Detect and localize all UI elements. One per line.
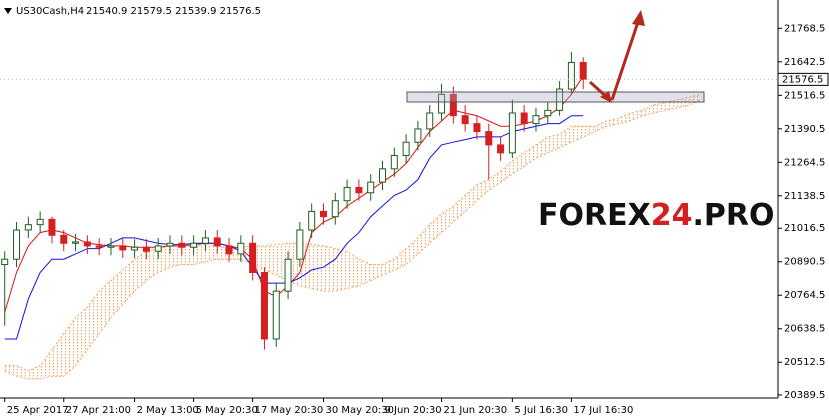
watermark: FOREX24.PRO — [538, 198, 774, 233]
ohlc-value: 21539.9 — [175, 6, 216, 17]
indicator-line — [4, 75, 584, 313]
y-tick-label: 20764.5 — [784, 290, 825, 301]
candle-body — [426, 112, 434, 130]
y-tick-label: 21138.5 — [784, 191, 825, 202]
y-tick-label: 20890.5 — [784, 257, 825, 268]
candle-body — [532, 115, 540, 125]
y-tick-label: 21016.5 — [784, 223, 825, 234]
y-tick-label: 20638.5 — [784, 324, 825, 335]
candle-body — [379, 168, 387, 183]
x-tick-label: 30 May 20:30 — [325, 405, 394, 416]
x-tick-label: 27 Apr 21:00 — [66, 405, 131, 416]
ohlc-value: 21579.5 — [131, 6, 172, 17]
candle-body — [556, 88, 564, 111]
price-marker — [777, 72, 829, 86]
candle-body — [473, 123, 481, 133]
x-tick-label: 2 May 13:00 — [137, 405, 199, 416]
candle-body — [520, 112, 528, 125]
candle-body — [319, 210, 327, 218]
y-tick-label: 21516.5 — [784, 90, 825, 101]
candle-body — [107, 245, 115, 248]
candle-body — [1, 258, 9, 266]
price-label: 21576.5 — [782, 74, 823, 85]
chart-title: US30Cash,H4 — [16, 6, 84, 17]
watermark-number: 24 — [651, 198, 693, 233]
candle-body — [237, 242, 245, 255]
candle-body — [166, 242, 174, 247]
x-tick-label: 17 Jul 16:30 — [573, 405, 633, 416]
candle-body — [142, 246, 150, 252]
cloud-line — [4, 93, 702, 372]
x-tick-label: 21 Jun 20:30 — [444, 405, 508, 416]
candle-body — [461, 115, 469, 125]
ohlc-info: 21540.9 21579.5 21539.9 21576.5 — [86, 6, 261, 17]
y-tick-label: 20389.5 — [784, 390, 825, 401]
candle-body — [497, 144, 505, 154]
candle-body — [225, 245, 233, 255]
candle-body — [260, 272, 268, 340]
candle-body — [131, 246, 139, 251]
candle-body — [331, 200, 339, 218]
arrow-up — [610, 21, 640, 101]
candle-body — [119, 245, 127, 251]
candle-body — [414, 128, 422, 143]
candle-body — [72, 241, 80, 244]
cloud-line — [4, 99, 702, 380]
y-tick-label: 21642.5 — [784, 57, 825, 68]
candle-body — [178, 242, 186, 248]
candle-body — [402, 141, 410, 157]
candle-body — [83, 241, 91, 247]
candle-body — [249, 242, 257, 274]
x-tick-label: 17 May 20:30 — [255, 405, 324, 416]
x-tick-label: 25 Apr 2017 — [7, 405, 69, 416]
x-tick-label: 5 May 20:30 — [196, 405, 258, 416]
candle-body — [485, 131, 493, 146]
candle-body — [390, 155, 398, 170]
candle-body — [438, 93, 446, 114]
candle-body — [190, 242, 198, 248]
candle-body — [48, 218, 56, 236]
arrow-head — [600, 91, 612, 103]
candle-body — [308, 210, 316, 231]
candle-body — [201, 237, 209, 244]
candle-body — [508, 112, 516, 154]
candle-body — [60, 234, 68, 244]
candle-body — [95, 245, 103, 248]
y-tick-label: 21264.5 — [784, 157, 825, 168]
candle-body — [367, 181, 375, 194]
candle-body — [343, 186, 351, 202]
y-tick-label: 21768.5 — [784, 23, 825, 34]
x-tick-label: 5 Jul 16:30 — [514, 405, 568, 416]
candle-body — [24, 224, 32, 231]
cloud-area — [4, 94, 702, 379]
watermark-suffix: .PRO — [692, 198, 774, 233]
watermark-text: FOREX — [538, 198, 651, 233]
candle-body — [13, 229, 21, 260]
candle-body — [579, 61, 587, 80]
y-tick-label: 21390.5 — [784, 124, 825, 135]
candle-body — [544, 109, 552, 117]
candle-body — [272, 290, 280, 340]
x-tick-label: 9 Jun 20:30 — [385, 405, 442, 416]
ohlc-value: 21576.5 — [220, 6, 261, 17]
ohlc-value: 21540.9 — [86, 6, 127, 17]
candle-body — [355, 186, 363, 194]
resistance-zone — [406, 91, 705, 103]
y-tick-label: 20512.5 — [784, 357, 825, 368]
candle-body — [284, 258, 292, 292]
candle-body — [449, 93, 457, 117]
candle-body — [296, 229, 304, 260]
candle-body — [36, 218, 44, 226]
candle-body — [154, 245, 162, 252]
title-icon — [4, 8, 12, 14]
candle-body — [567, 61, 575, 90]
candle-body — [213, 237, 221, 247]
arrow-head — [632, 10, 645, 26]
